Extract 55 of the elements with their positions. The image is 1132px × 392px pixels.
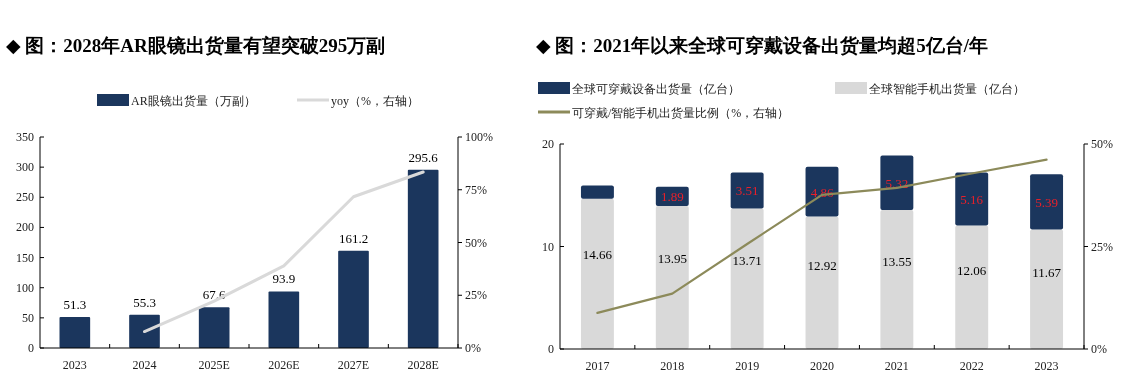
y-tick-label: 0 xyxy=(28,341,34,355)
y-tick-label: 300 xyxy=(16,160,34,175)
data-label: 51.3 xyxy=(63,297,87,313)
x-tick-label: 2024 xyxy=(132,358,157,372)
data-label: 13.95 xyxy=(657,251,687,267)
x-tick-label: 2028E xyxy=(407,358,439,372)
x-tick-label: 2021 xyxy=(884,359,909,373)
legend-label: AR眼镜出货量（万副） xyxy=(131,94,256,108)
x-tick-label: 2022 xyxy=(959,359,984,373)
y-tick-label: 0 xyxy=(548,342,554,356)
y-tick-label: 200 xyxy=(16,220,34,235)
legend-label: yoy（%，右轴） xyxy=(331,94,419,108)
chart-title: ◆ 图：2021年以来全球可穿戴设备出货量均超5亿台/年 xyxy=(536,35,989,56)
y2-tick-label: 75% xyxy=(465,182,487,197)
y2-tick-label: 100% xyxy=(465,130,493,144)
data-label: 5.16 xyxy=(960,191,984,207)
y2-tick-label: 0% xyxy=(465,341,481,355)
y2-tick-label: 25% xyxy=(465,288,487,303)
y-tick-label: 350 xyxy=(16,130,34,144)
x-tick-label: 2018 xyxy=(660,359,685,373)
chart-title: ◆ 图：2028年AR眼镜出货量有望突破295万副 xyxy=(6,35,386,56)
data-label: 55.3 xyxy=(133,294,156,310)
y2-tick-label: 0% xyxy=(1091,342,1107,356)
x-tick-label: 2025E xyxy=(198,358,230,372)
data-label: 12.06 xyxy=(957,262,987,278)
data-label: 14.66 xyxy=(582,246,613,262)
data-label: 5.39 xyxy=(1035,194,1058,210)
data-label: 13.71 xyxy=(732,252,762,268)
y-tick-label: 50 xyxy=(22,310,34,325)
y2-tick-label: 50% xyxy=(465,235,487,250)
y-tick-label: 150 xyxy=(16,250,34,265)
data-label: 13.55 xyxy=(882,253,912,269)
y-tick-label: 20 xyxy=(542,137,554,151)
y2-tick-label: 25% xyxy=(1091,239,1113,254)
data-label: 3.51 xyxy=(735,183,759,199)
y2-tick-label: 50% xyxy=(1091,137,1113,151)
x-tick-label: 2020 xyxy=(810,359,834,373)
y-tick-label: 10 xyxy=(542,239,554,254)
x-tick-label: 2026E xyxy=(268,358,300,372)
data-label: 295.6 xyxy=(408,149,439,165)
data-label: 1.89 xyxy=(660,189,684,205)
y-tick-label: 250 xyxy=(16,190,34,205)
data-label: 11.67 xyxy=(1032,265,1062,281)
data-label: 12.92 xyxy=(807,257,837,273)
legend-label: 可穿戴/智能手机出货量比例（%，右轴） xyxy=(572,106,790,120)
y-tick-label: 100 xyxy=(16,280,34,295)
data-label: 93.9 xyxy=(272,271,296,287)
x-tick-label: 2023 xyxy=(62,358,87,372)
x-tick-label: 2027E xyxy=(337,358,370,372)
data-label: 161.2 xyxy=(338,230,369,246)
x-tick-label: 2017 xyxy=(585,359,610,373)
legend-label: 全球智能手机出货量（亿台） xyxy=(869,82,1025,96)
x-tick-label: 2019 xyxy=(735,359,760,373)
x-tick-label: 2023 xyxy=(1034,359,1059,373)
legend-label: 全球可穿戴设备出货量（亿台） xyxy=(572,82,740,96)
